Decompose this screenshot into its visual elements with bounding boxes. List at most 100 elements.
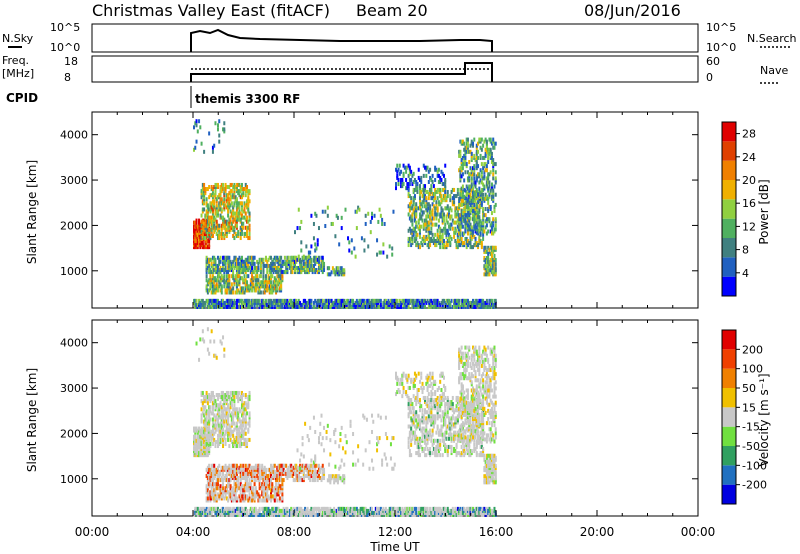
- vel-cell: [295, 506, 298, 511]
- power-cell: [470, 227, 473, 232]
- power-cell: [446, 243, 449, 248]
- power-cell: [229, 203, 232, 208]
- power-cell: [273, 255, 276, 260]
- power-cell: [210, 231, 213, 236]
- power-cell: [219, 302, 222, 307]
- power-cell: [475, 192, 478, 197]
- power-cell: [225, 197, 228, 202]
- vel-cell: [225, 478, 228, 483]
- power-cell: [441, 182, 444, 187]
- power-cell: [490, 160, 493, 165]
- power-cell: [203, 228, 206, 233]
- power-cell: [242, 268, 245, 273]
- power-cell: [206, 187, 209, 192]
- vel-cell: [233, 395, 236, 400]
- power-cell: [299, 302, 302, 307]
- power-cell: [214, 227, 217, 232]
- power-cell: [458, 298, 461, 303]
- power-cell: [297, 257, 300, 262]
- power-cell: [494, 266, 497, 271]
- vel-cell: [237, 415, 240, 420]
- power-cell: [482, 302, 485, 307]
- power-cell: [235, 215, 238, 220]
- vel-cell: [213, 476, 216, 481]
- vel-cell: [225, 465, 228, 470]
- power-cell: [435, 206, 438, 211]
- power-cell: [422, 302, 425, 307]
- power-cell: [461, 217, 464, 222]
- power-cell: [475, 217, 478, 222]
- vel-cell: [205, 451, 208, 456]
- power-cell: [455, 214, 458, 219]
- power-cell: [464, 216, 467, 221]
- power-cell: [431, 305, 434, 309]
- vel-cell: [240, 395, 243, 400]
- power-cell: [477, 228, 480, 233]
- power-cell: [267, 302, 270, 307]
- power-cell: [203, 195, 206, 200]
- vel-cell: [276, 506, 279, 511]
- power-cell: [388, 244, 391, 249]
- vel-cell: [290, 508, 293, 513]
- vel-cell: [222, 415, 225, 420]
- power-cell: [340, 266, 343, 271]
- power-cell: [474, 227, 477, 232]
- vel-cell: [209, 433, 212, 438]
- power-cell: [463, 194, 466, 199]
- vel-cell: [316, 471, 319, 476]
- power-cell: [479, 302, 482, 307]
- power-cell: [377, 219, 380, 224]
- power-cell: [218, 193, 221, 198]
- vel-cell: [264, 494, 267, 499]
- power-cell: [478, 225, 481, 230]
- power-cell: [228, 221, 231, 226]
- vel-cell: [232, 463, 235, 468]
- vel-cell: [237, 467, 240, 472]
- power-cell: [372, 300, 375, 305]
- power-cell: [214, 191, 217, 196]
- vel-cell: [208, 392, 211, 397]
- power-cell: [478, 139, 481, 144]
- power-cell: [489, 251, 492, 256]
- power-cell: [324, 302, 327, 307]
- power-cell: [335, 213, 338, 218]
- vel-cell: [295, 469, 298, 474]
- power-cell: [463, 209, 466, 214]
- power-cell: [483, 229, 486, 234]
- power-cell: [416, 298, 419, 303]
- power-cell: [448, 214, 451, 219]
- power-cell: [280, 282, 283, 287]
- power-cell: [455, 243, 458, 248]
- power-cell: [240, 195, 243, 200]
- power-cell: [316, 259, 319, 264]
- power-cell: [248, 300, 251, 305]
- power-cell: [201, 187, 204, 192]
- power-cell: [287, 305, 290, 309]
- power-cell: [216, 223, 219, 228]
- vel-cell: [232, 407, 235, 412]
- power-cell: [460, 186, 463, 191]
- vel-cell: [235, 392, 238, 397]
- power-cell: [473, 198, 476, 203]
- vel-cell: [206, 401, 209, 406]
- vel-cell: [234, 471, 237, 476]
- power-cell: [410, 228, 413, 233]
- vel-cell: [208, 427, 211, 432]
- vel-cell: [215, 413, 218, 418]
- vel-cell: [200, 419, 203, 424]
- vel-cell: [292, 506, 295, 511]
- power-cell: [470, 170, 473, 175]
- vel-cell: [300, 510, 303, 515]
- vel-cell: [243, 486, 246, 491]
- power-cell: [222, 223, 225, 228]
- vel-cell: [204, 417, 207, 422]
- power-cell: [204, 236, 207, 241]
- power-cell: [225, 274, 228, 279]
- vel-cell: [235, 473, 238, 478]
- vel-cell: [225, 421, 228, 426]
- power-cell: [440, 228, 443, 233]
- power-cell: [373, 302, 376, 307]
- power-cell: [482, 187, 485, 192]
- power-cell: [230, 201, 233, 206]
- vel-cell: [218, 415, 221, 420]
